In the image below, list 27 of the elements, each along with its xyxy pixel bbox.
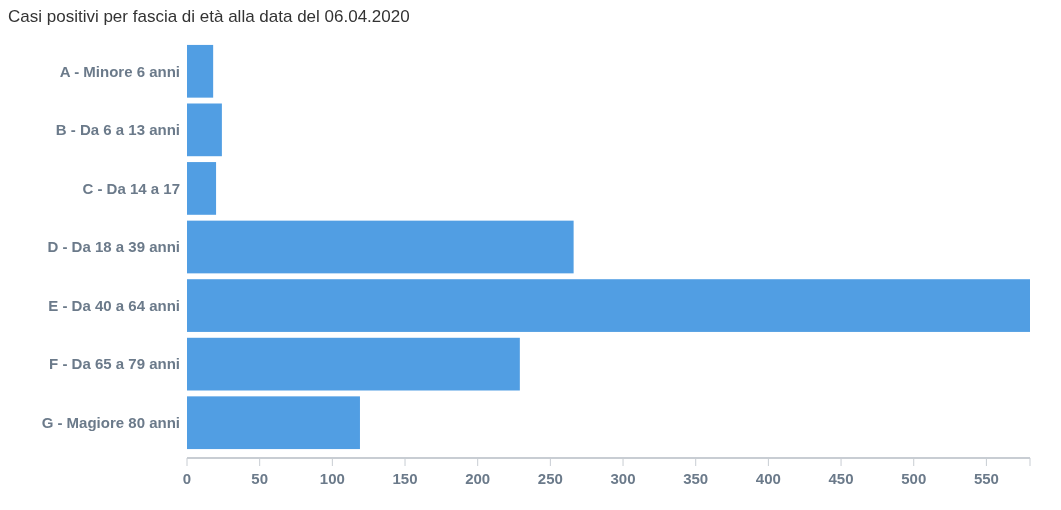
x-tick-label: 0 — [182, 470, 192, 487]
x-tick-label: 150 — [392, 470, 418, 487]
y-tick-label: B - Da 6 a 13 anni — [55, 121, 180, 139]
bar — [187, 279, 1030, 332]
x-tick-label: 200 — [465, 470, 491, 487]
bar — [187, 220, 574, 274]
y-tick-label: C - Da 14 a 17 — [82, 179, 180, 197]
x-tick-label: 400 — [755, 470, 781, 487]
bar — [187, 162, 217, 215]
x-tick-label: 300 — [610, 470, 636, 487]
bar — [187, 103, 222, 157]
x-tick-label: 550 — [973, 470, 999, 487]
x-tick-label: 50 — [251, 470, 269, 487]
x-tick-label: 350 — [683, 470, 709, 487]
x-tick-label: 100 — [319, 470, 345, 487]
x-tick-label: 500 — [901, 470, 927, 487]
chart-title: Casi positivi per fascia di età alla data del 06.04.2020 — [8, 7, 410, 26]
y-tick-label: E - Da 40 a 64 anni — [48, 296, 180, 314]
bar — [187, 396, 360, 450]
y-tick-label: A - Minore 6 anni — [59, 62, 180, 80]
bar — [187, 337, 520, 391]
x-tick-label: 250 — [537, 470, 563, 487]
bar — [187, 44, 214, 98]
x-tick-label: 450 — [828, 470, 854, 487]
y-tick-label: F - Da 65 a 79 anni — [49, 355, 180, 373]
y-tick-label: D - Da 18 a 39 anni — [47, 238, 180, 256]
y-tick-label: G - Magiore 80 anni — [41, 413, 180, 431]
